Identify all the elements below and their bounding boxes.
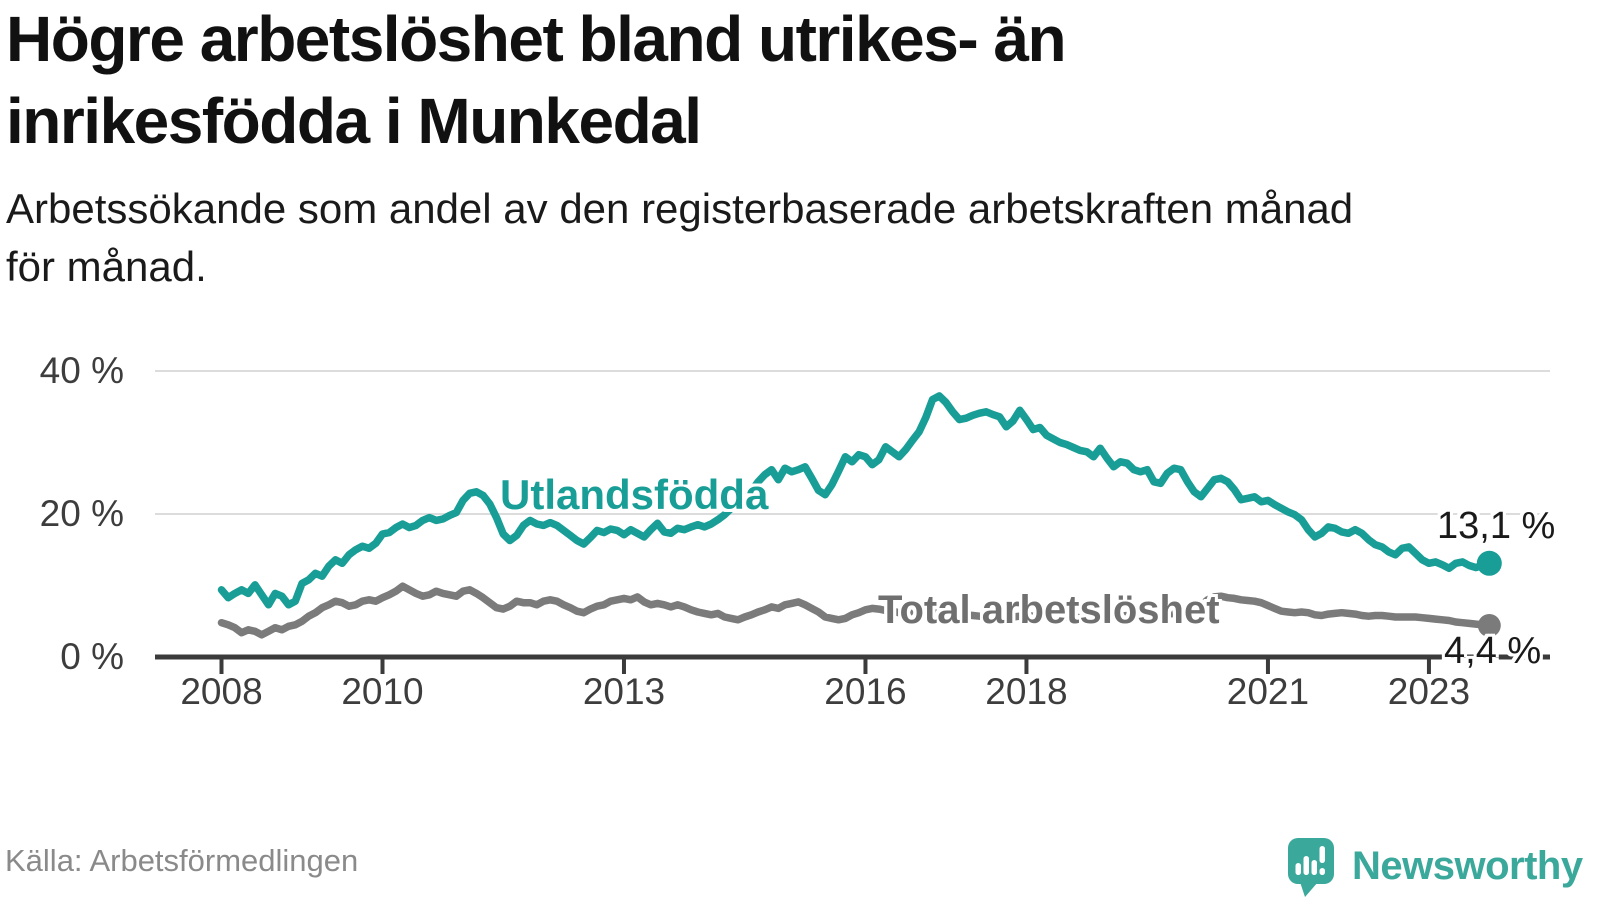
x-axis-tick-label: 2010 (341, 671, 424, 712)
end-value-label-utlandsfodda: 13,1 % (1437, 505, 1556, 547)
page-title-line1: Högre arbetslöshet bland utrikes- än (6, 3, 1067, 75)
x-axis-tick-label: 2016 (824, 671, 907, 712)
newsworthy-logo: Newsworthy (1288, 838, 1583, 898)
newsworthy-wordmark: Newsworthy (1352, 844, 1583, 888)
x-axis-tick-label: 2021 (1226, 671, 1310, 712)
page-title-line2: inrikesfödda i Munkedal (6, 85, 702, 157)
y-axis-tick-label: 0 % (60, 636, 124, 677)
end-value-label-total: 4,4 % (1444, 630, 1542, 672)
series-label-total-arbetsloshet: Total arbetslöshet (878, 588, 1220, 632)
y-axis-tick-label: 40 % (39, 350, 124, 391)
x-axis-tick-label: 2013 (582, 671, 666, 712)
x-axis-tick-label: 2018 (985, 671, 1068, 712)
source-attribution: Källa: Arbetsförmedlingen (5, 843, 359, 878)
page-title: Högre arbetslöshet bland utrikes- än inr… (6, 0, 1067, 162)
y-axis-tick-label: 20 % (39, 493, 124, 534)
x-axis-tick-label: 2023 (1387, 671, 1471, 712)
newsworthy-speech-bubble-icon (1288, 838, 1334, 897)
subtitle-line2: för månad. (6, 243, 207, 290)
x-axis-tick-label: 2008 (180, 671, 263, 712)
plot-canvas (155, 370, 1550, 674)
subtitle-line1: Arbetssökande som andel av den registerb… (6, 185, 1354, 232)
series-label-utlandsfodda: Utlandsfödda (500, 471, 769, 518)
subtitle: Arbetssökande som andel av den registerb… (6, 180, 1353, 296)
